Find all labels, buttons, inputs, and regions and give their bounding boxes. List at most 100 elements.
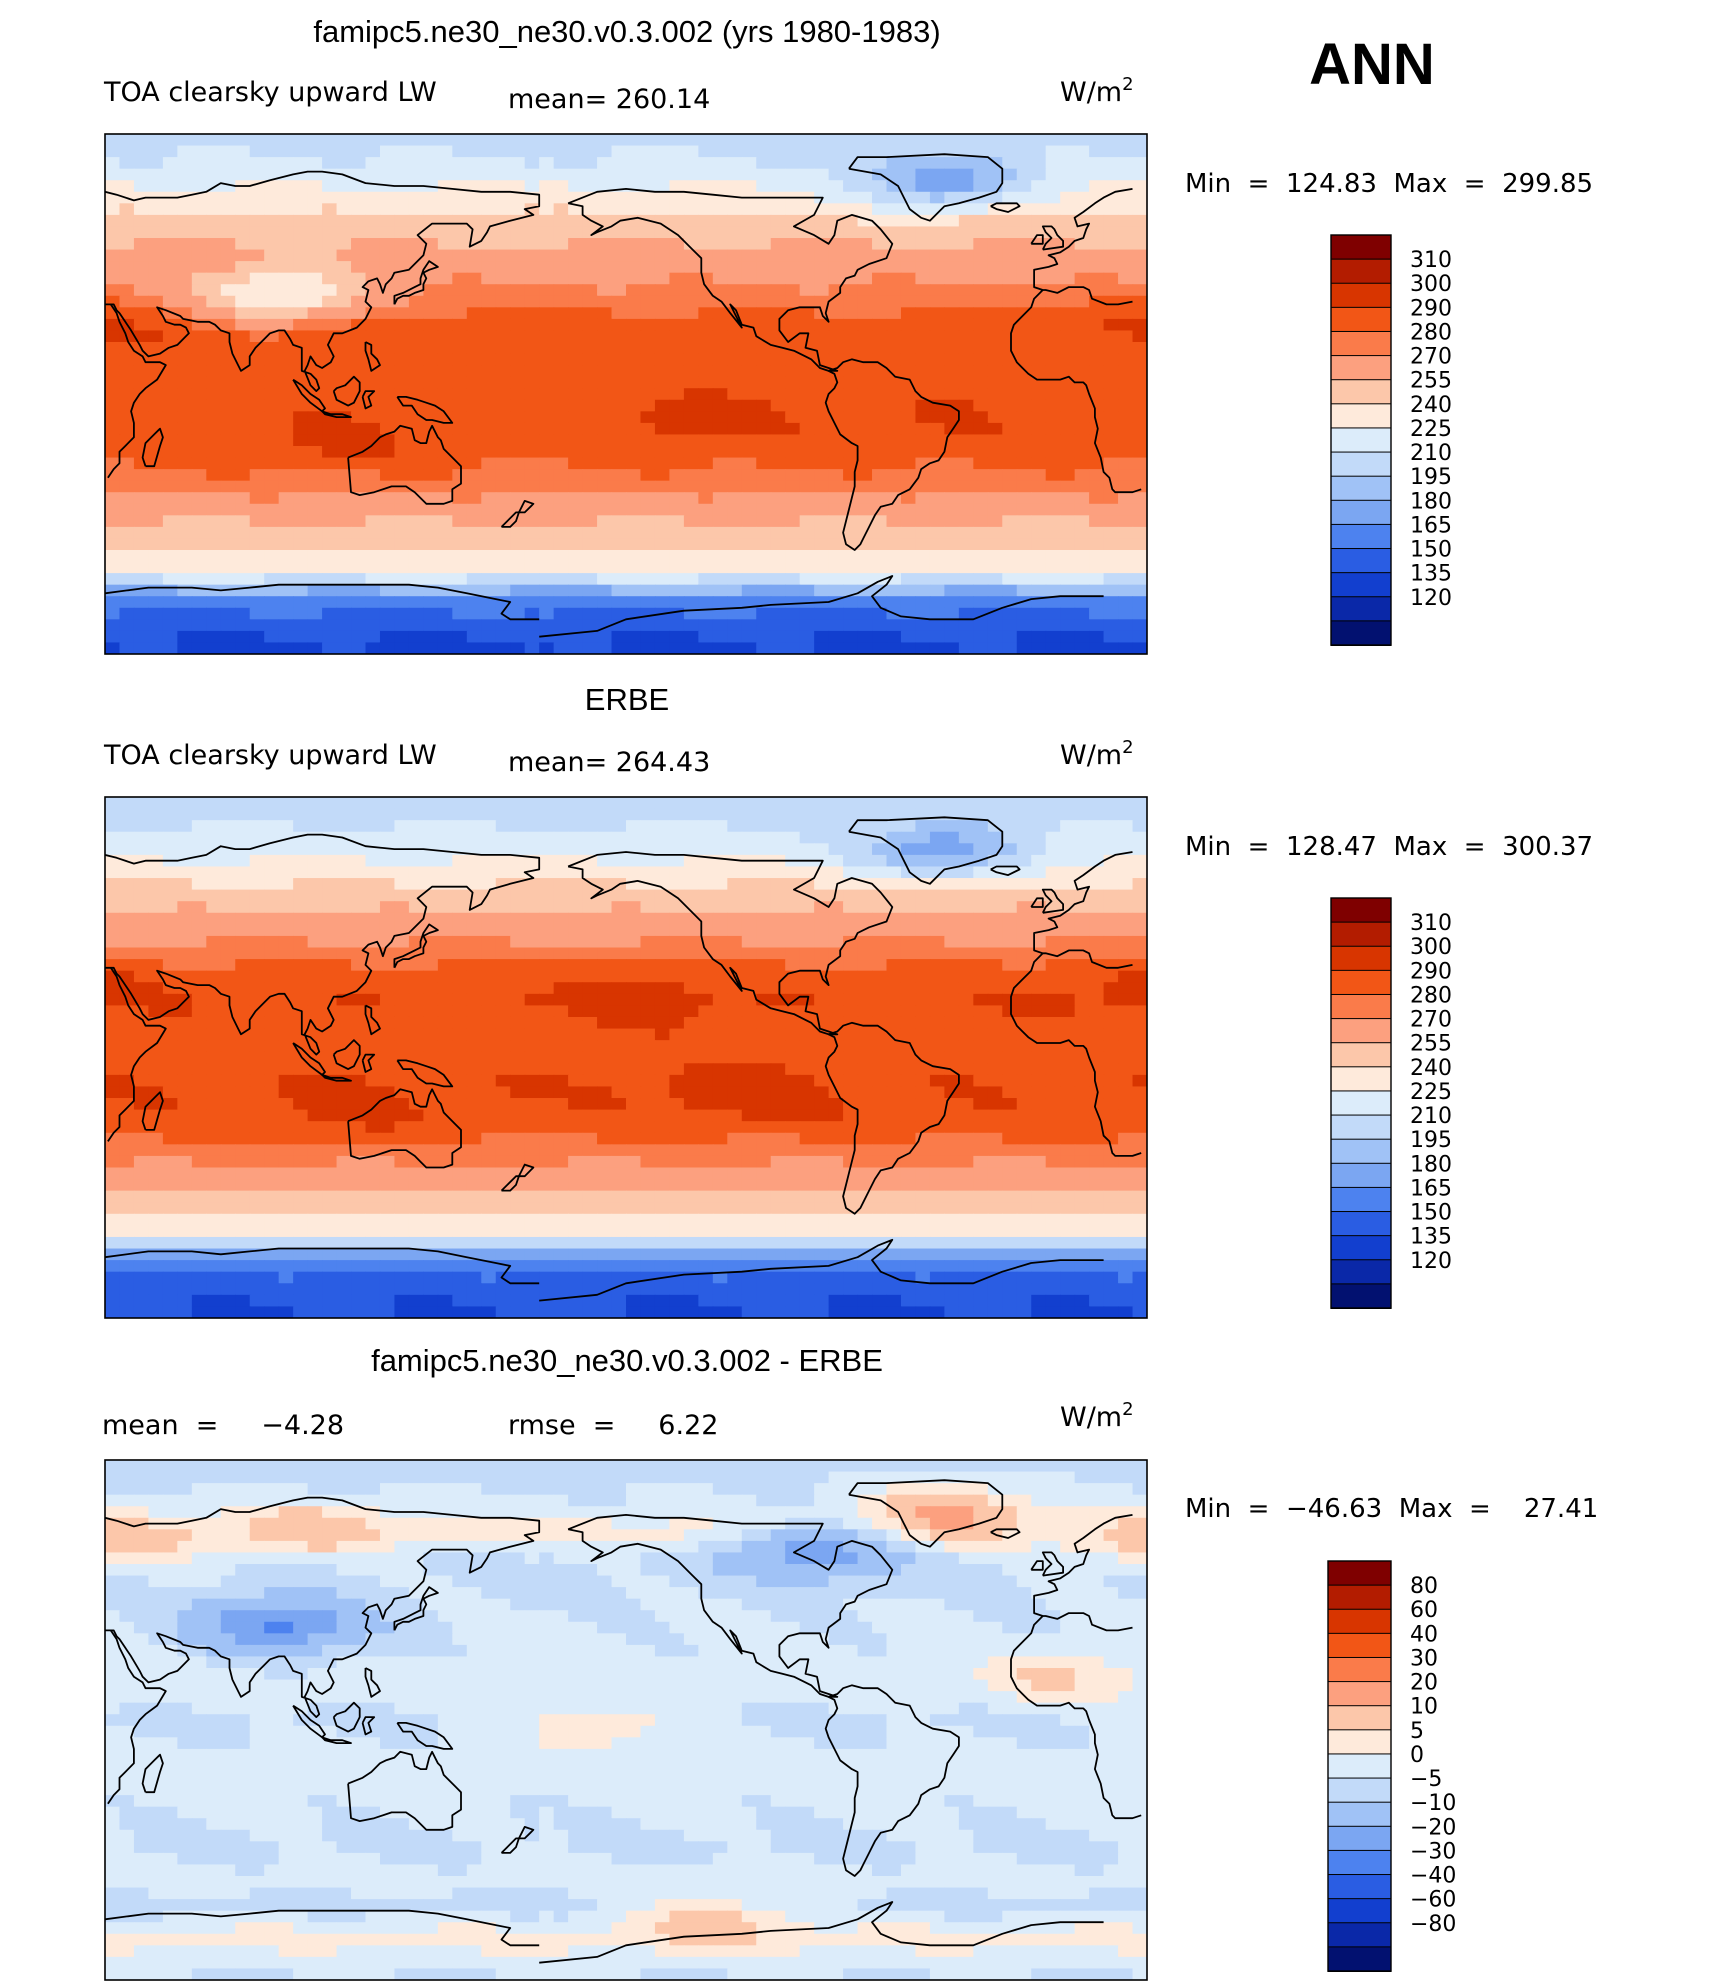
field-cell	[915, 596, 931, 609]
field-cell	[915, 607, 931, 620]
field-cell	[336, 642, 352, 654]
field-cell	[206, 878, 222, 891]
field-cell	[1118, 145, 1134, 158]
field-cell	[539, 203, 555, 216]
field-cell	[1103, 935, 1119, 949]
field-cell	[814, 607, 830, 620]
field-cell	[727, 168, 743, 181]
field-cell	[264, 912, 280, 925]
field-cell	[712, 901, 728, 914]
field-cell	[611, 820, 627, 833]
field-cell	[843, 399, 859, 412]
field-cell	[770, 630, 786, 644]
field-cell	[626, 365, 642, 378]
field-cell	[423, 168, 439, 181]
field-cell	[568, 889, 584, 902]
field-cell	[423, 503, 439, 516]
field-cell	[987, 145, 1003, 158]
field-cell	[626, 480, 642, 493]
field-cell	[900, 797, 917, 810]
field-cell	[524, 342, 540, 355]
field-cell	[1002, 912, 1018, 925]
field-cell	[1103, 607, 1119, 620]
field-cell	[437, 191, 453, 204]
field-cell	[553, 214, 569, 228]
field-cell	[886, 180, 902, 193]
field-cell	[553, 180, 569, 193]
field-cell	[510, 820, 526, 833]
field-cell	[1089, 607, 1105, 620]
field-cell	[394, 272, 410, 285]
field-cell	[148, 503, 164, 516]
field-cell	[828, 982, 844, 995]
field-cell	[944, 854, 960, 868]
field-cell	[857, 607, 873, 620]
field-cell	[1016, 561, 1032, 574]
field-cell	[1031, 134, 1047, 147]
field-cell	[553, 469, 569, 482]
field-cell	[568, 912, 584, 925]
field-cell	[1103, 901, 1119, 914]
field-cell	[712, 469, 728, 482]
field-cell	[1045, 970, 1061, 983]
field-cell	[148, 422, 164, 436]
field-cell	[235, 561, 251, 574]
field-cell	[220, 901, 236, 914]
field-cell	[466, 134, 482, 147]
field-cell	[654, 982, 671, 995]
field-cell	[235, 307, 251, 320]
field-cell	[351, 168, 367, 181]
field-cell	[683, 446, 699, 459]
field-cell	[495, 411, 511, 424]
field-cell	[495, 145, 511, 158]
field-cell	[1002, 970, 1018, 983]
field-cell	[973, 238, 989, 251]
field-cell	[1031, 191, 1047, 204]
field-cell	[915, 912, 931, 925]
field-cell	[437, 843, 453, 856]
field-cell	[611, 157, 627, 170]
field-cell	[669, 168, 685, 181]
field-cell	[597, 584, 613, 597]
field-cell	[539, 238, 555, 251]
field-cell	[973, 353, 989, 366]
field-cell	[857, 1005, 873, 1018]
field-cell	[568, 1063, 584, 1076]
field-cell	[249, 573, 265, 586]
field-cell	[1060, 399, 1076, 412]
field-cell	[437, 912, 453, 925]
field-cell	[307, 214, 323, 228]
field-cell	[437, 515, 453, 528]
field-cell	[944, 619, 960, 632]
field-cell	[698, 970, 714, 983]
field-cell	[698, 1005, 714, 1018]
field-cell	[857, 180, 873, 193]
field-cell	[379, 1040, 396, 1053]
field-cell	[770, 901, 786, 914]
field-cell	[510, 376, 526, 389]
field-cell	[524, 901, 540, 914]
field-cell	[162, 993, 178, 1006]
field-cell	[466, 843, 482, 856]
field-cell	[466, 388, 482, 401]
field-cell	[987, 1051, 1003, 1064]
field-cell	[293, 1028, 309, 1041]
field-cell	[394, 318, 410, 332]
field-cell	[1045, 538, 1061, 551]
field-cell	[1132, 180, 1147, 193]
field-cell	[322, 261, 338, 274]
field-cell	[351, 924, 367, 937]
field-cell	[336, 318, 352, 332]
field-cell	[756, 434, 772, 447]
field-cell	[524, 982, 540, 995]
field-cell	[987, 376, 1003, 389]
field-cell	[524, 330, 540, 343]
field-cell	[177, 538, 193, 551]
field-cell	[741, 168, 757, 181]
field-cell	[278, 1028, 294, 1041]
field-cell	[843, 843, 859, 856]
field-cell	[568, 561, 584, 574]
field-cell	[727, 797, 743, 810]
field-cell	[727, 901, 743, 914]
field-cell	[727, 1051, 743, 1064]
